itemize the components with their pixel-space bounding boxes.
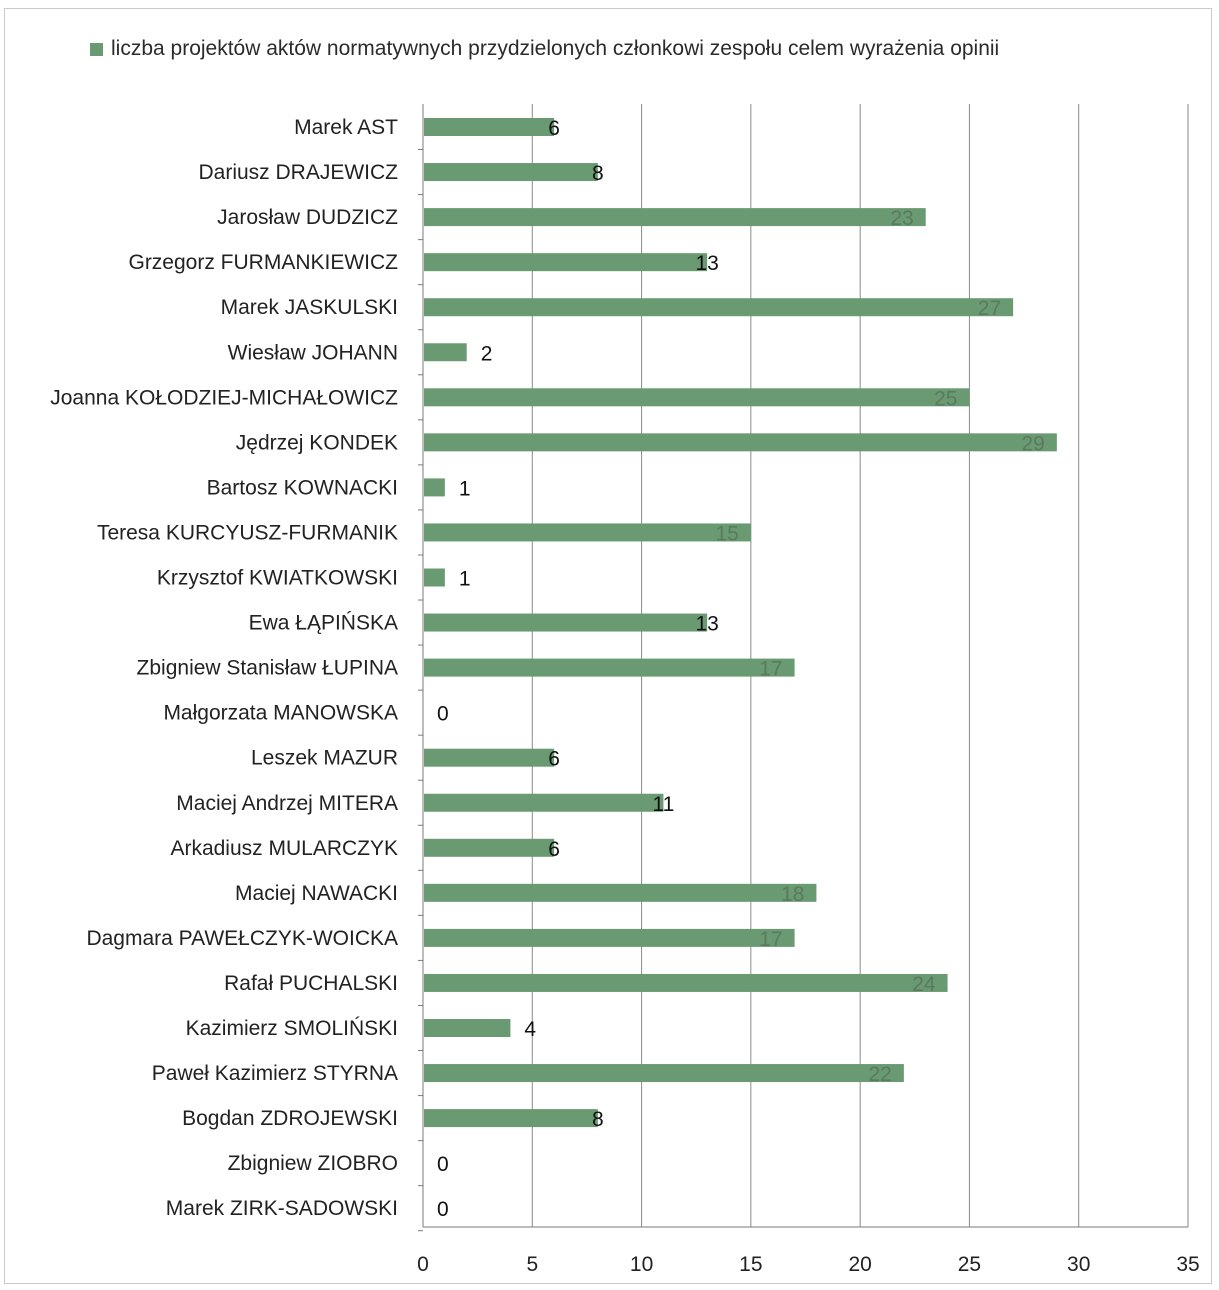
x-tick-label: 30: [1067, 1253, 1090, 1276]
category-label: Joanna KOŁODZIEJ-MICHAŁOWICZ: [50, 386, 398, 409]
data-label: 8: [592, 162, 604, 185]
category-label: Kazimierz SMOLIŃSKI: [186, 1017, 398, 1040]
data-label: 11: [653, 793, 675, 816]
legend-label: liczba projektów aktów normatywnych przy…: [111, 37, 1000, 60]
bar: [424, 118, 555, 136]
x-tick-label: 5: [526, 1253, 538, 1276]
data-label: 24: [912, 973, 936, 996]
bar: [424, 883, 817, 902]
x-tick-label: 25: [958, 1253, 981, 1276]
category-label: Wiesław JOHANN: [228, 341, 398, 364]
bar: [424, 838, 555, 857]
bar: [424, 433, 1057, 452]
bar: [424, 163, 598, 182]
data-label: 0: [437, 703, 449, 726]
category-label: Paweł Kazimierz STYRNA: [152, 1062, 398, 1085]
category-label: Maciej NAWACKI: [235, 882, 398, 905]
category-label: Marek ZIRK-SADOWSKI: [166, 1197, 398, 1220]
category-label: Marek JASKULSKI: [221, 296, 398, 319]
bar: [424, 523, 751, 542]
data-label: 6: [548, 117, 560, 140]
data-label: 29: [1021, 432, 1044, 455]
data-label: 17: [759, 928, 782, 951]
category-label: Maciej Andrzej MITERA: [176, 792, 398, 815]
category-label: Zbigniew ZIOBRO: [228, 1152, 398, 1175]
data-label: 6: [548, 838, 560, 861]
chart-legend: liczba projektów aktów normatywnych przy…: [90, 34, 999, 64]
x-tick-label: 35: [1176, 1253, 1199, 1276]
category-label: Marek AST: [294, 116, 398, 139]
data-label: 23: [890, 207, 913, 230]
bar: [424, 1109, 598, 1128]
category-label: Małgorzata MANOWSKA: [163, 702, 398, 725]
data-label: 13: [695, 252, 718, 275]
x-tick-label: 10: [630, 1253, 653, 1276]
category-label: Dagmara PAWEŁCZYK-WOICKA: [86, 927, 398, 950]
data-label: 0: [437, 1153, 449, 1176]
category-label: Zbigniew Stanisław ŁUPINA: [137, 657, 398, 680]
bar: [424, 478, 445, 497]
data-label: 25: [934, 387, 957, 410]
bar: [424, 1064, 904, 1083]
data-label: 2: [481, 342, 493, 365]
category-label: Jędrzej KONDEK: [236, 431, 398, 454]
category-label: Arkadiusz MULARCZYK: [170, 837, 398, 860]
data-label: 17: [759, 658, 782, 681]
bar: [424, 253, 708, 272]
data-label: 4: [524, 1018, 536, 1041]
chart-frame: [4, 8, 1212, 1284]
category-label: Krzysztof KWIATKOWSKI: [157, 567, 398, 590]
x-tick-label: 0: [417, 1253, 429, 1276]
bar: [424, 208, 926, 227]
bar: [424, 973, 948, 992]
data-label: 0: [437, 1198, 449, 1221]
category-label: Rafał PUCHALSKI: [224, 972, 398, 995]
category-label: Bogdan ZDROJEWSKI: [182, 1107, 398, 1130]
legend-swatch: [90, 42, 103, 56]
data-label: 18: [781, 883, 804, 906]
bar: [424, 568, 445, 587]
bar: [424, 1019, 511, 1037]
data-label: 27: [978, 297, 1001, 320]
bar: [424, 388, 970, 407]
x-tick-label: 20: [848, 1253, 871, 1276]
data-label: 22: [868, 1063, 891, 1086]
category-label: Dariusz DRAJEWICZ: [198, 161, 398, 184]
category-label: Jarosław DUDZICZ: [217, 206, 398, 229]
bar: [424, 748, 555, 767]
bar: [424, 343, 467, 362]
bar: [424, 928, 795, 947]
category-label: Grzegorz FURMANKIEWICZ: [128, 251, 398, 274]
data-label: 13: [695, 613, 718, 636]
x-tick-label: 15: [739, 1253, 762, 1276]
category-label: Ewa ŁĄPIŃSKA: [249, 612, 398, 635]
bar: [424, 298, 1014, 317]
bar: [424, 793, 664, 812]
data-label: 6: [548, 748, 560, 771]
data-label: 8: [592, 1108, 604, 1131]
data-label: 1: [459, 568, 471, 591]
data-label: 15: [715, 522, 738, 545]
data-label: 1: [459, 477, 471, 500]
category-label: Bartosz KOWNACKI: [207, 476, 398, 499]
category-label: Leszek MAZUR: [251, 747, 398, 770]
bar: [424, 658, 795, 677]
category-label: Teresa KURCYUSZ-FURMANIK: [97, 521, 398, 544]
bar: [424, 613, 708, 632]
